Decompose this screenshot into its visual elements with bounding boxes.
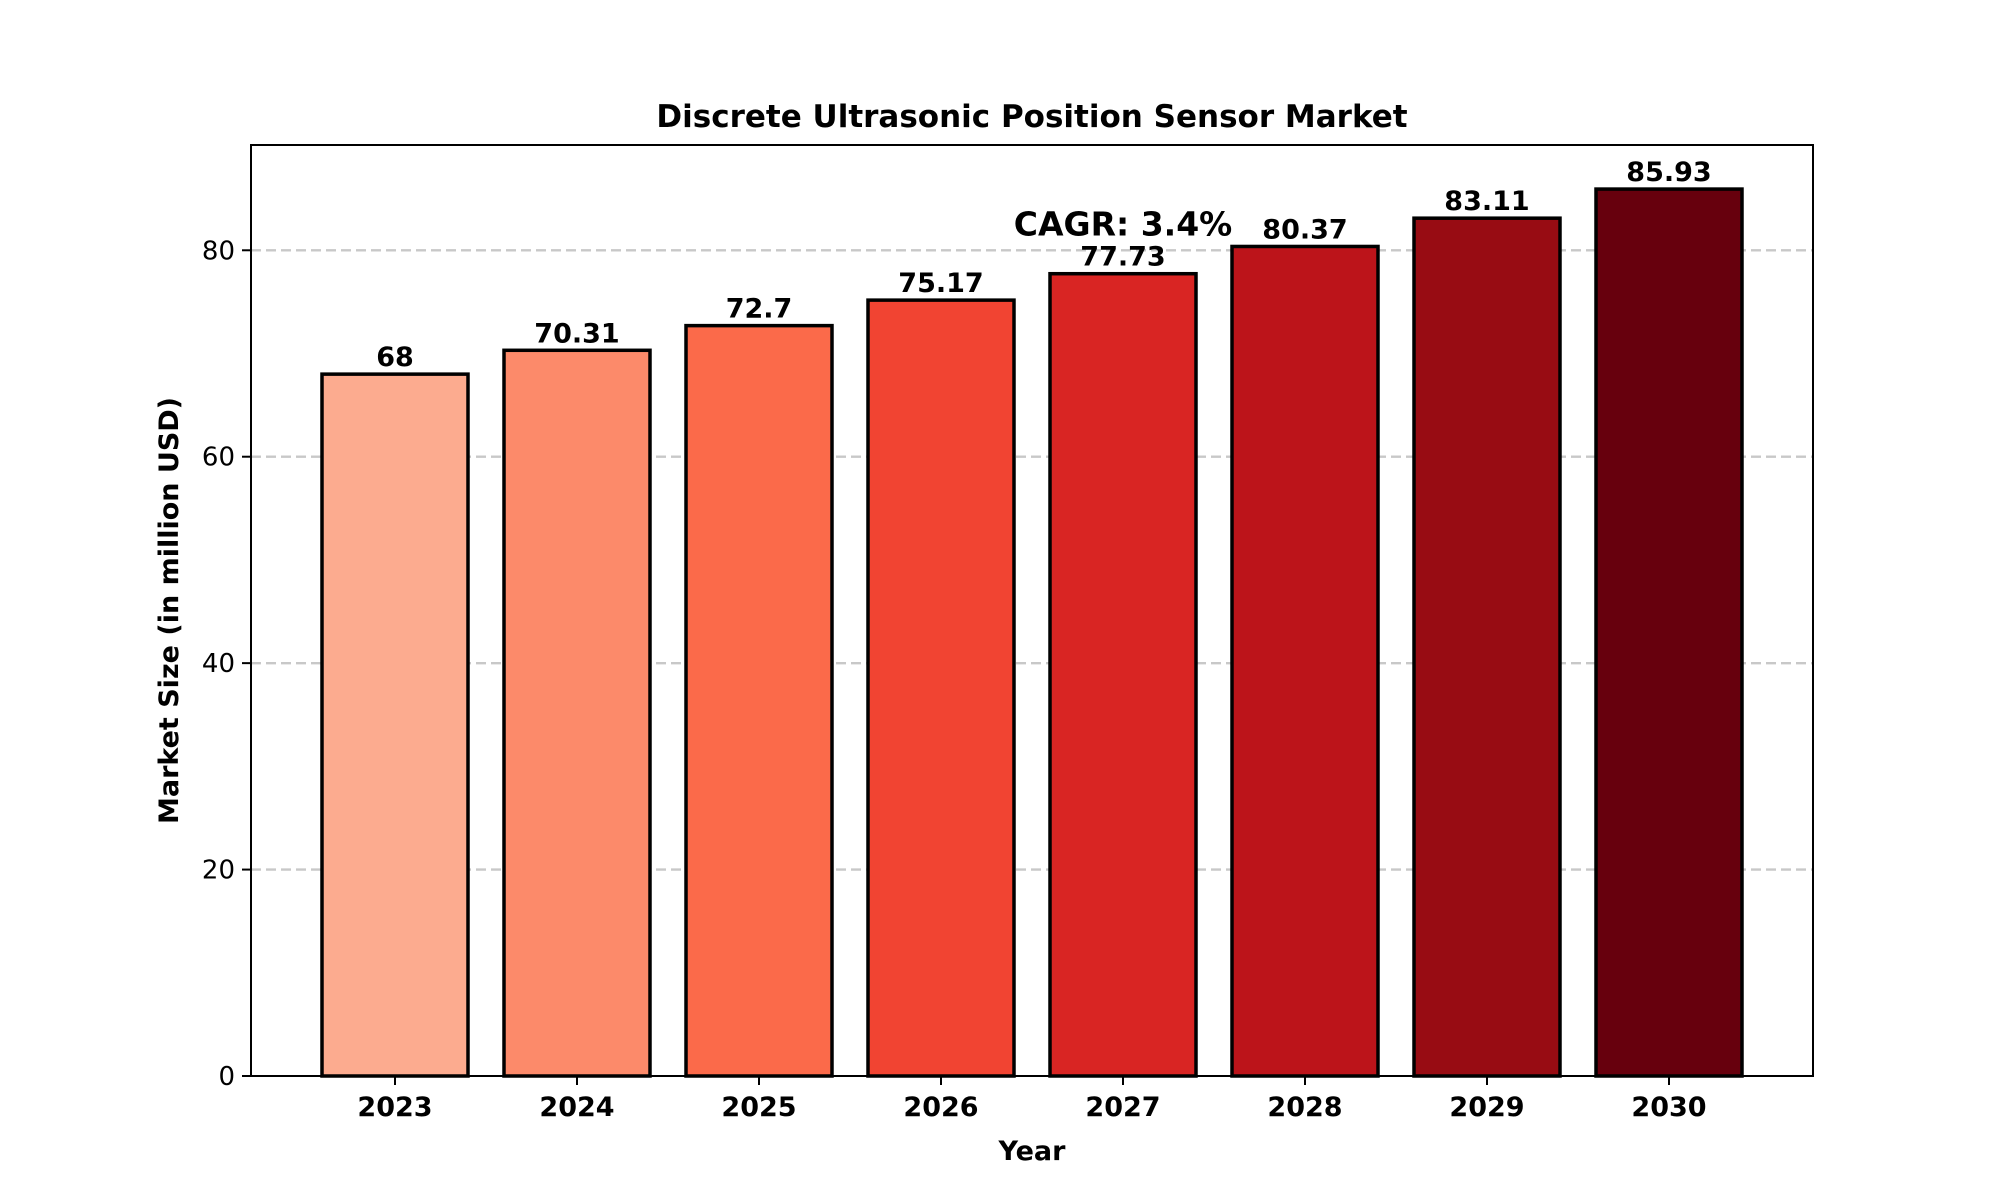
bar-2030 (1594, 187, 1744, 1078)
x-tick-label: 2028 (1267, 1092, 1342, 1123)
ticks: 0 20 40 60 80 2023 2024 2025 2026 2027 2028 2029 203… (202, 236, 1707, 1123)
bar-2024 (502, 348, 652, 1078)
bar-2026 (866, 298, 1016, 1078)
x-tick-label: 2029 (1449, 1092, 1524, 1123)
bar-2029 (1412, 216, 1562, 1078)
bar-2023 (320, 372, 470, 1078)
chart-title: Discrete Ultrasonic Position Sensor Mark… (656, 99, 1407, 135)
plot-frame (250, 144, 1814, 1077)
data-label: 72.7 (726, 294, 793, 325)
y-tick-label: 20 (202, 856, 235, 886)
y-axis-label: Market Size (in million USD) (154, 397, 185, 824)
data-label: 80.37 (1262, 214, 1347, 245)
x-tick-label: 2026 (903, 1092, 978, 1123)
bar-2028 (1230, 244, 1380, 1078)
x-axis-label: Year (998, 1136, 1067, 1167)
data-label: 75.17 (898, 268, 983, 299)
y-tick-label: 60 (202, 443, 235, 473)
x-tick-label: 2027 (1085, 1092, 1160, 1123)
x-tick-label: 2025 (721, 1092, 796, 1123)
x-tick-label: 2024 (539, 1092, 614, 1123)
cagr-annotation: CAGR: 3.4% (1014, 205, 1232, 244)
y-tick-label: 40 (202, 649, 235, 679)
bar-2027 (1048, 271, 1198, 1078)
y-tick-label: 0 (218, 1062, 235, 1092)
data-label: 77.73 (1080, 242, 1165, 273)
data-label: 68 (376, 342, 414, 373)
x-tick-label: 2030 (1631, 1092, 1706, 1123)
data-label: 83.11 (1444, 186, 1529, 217)
gridlines (251, 249, 1813, 871)
data-label: 85.93 (1626, 157, 1711, 188)
bars (320, 187, 1744, 1078)
data-labels: 68 70.31 72.7 75.17 77.73 80.37 83.11 85.93 (376, 157, 1711, 373)
data-label: 70.31 (534, 318, 619, 349)
x-tick-label: 2023 (357, 1092, 432, 1123)
y-tick-label: 80 (202, 236, 235, 266)
bar-2025 (684, 323, 834, 1078)
